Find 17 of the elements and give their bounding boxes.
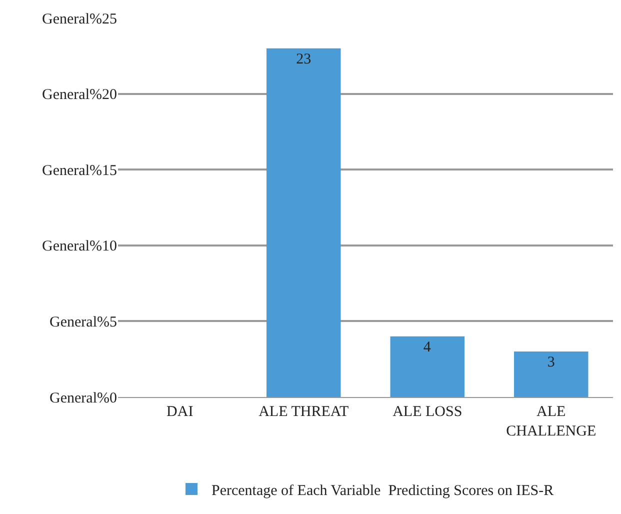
- y-tick-label: General%10: [42, 238, 117, 255]
- y-tick-label: General%25: [42, 11, 117, 28]
- y-tick-label: General%5: [50, 314, 117, 330]
- x-tick-label: ALE THREAT: [258, 404, 349, 420]
- data-label: 3: [547, 354, 555, 371]
- y-tick-label: General%15: [42, 162, 117, 179]
- x-tick-label: DAI: [166, 404, 194, 420]
- data-label: 4: [423, 339, 432, 356]
- bar: [266, 48, 341, 397]
- bar: [514, 352, 588, 397]
- legend-label: Percentage of Each Variable Predicting Scores on IES-R: [212, 482, 554, 499]
- data-label: 23: [296, 51, 312, 68]
- x-tick-label: ALE LOSS: [392, 404, 462, 420]
- x-tick-label: ALE CHALLENGE: [506, 404, 596, 440]
- y-tick-label: General%20: [42, 87, 117, 104]
- y-tick-label: General%0: [50, 390, 117, 406]
- bar: [390, 336, 464, 397]
